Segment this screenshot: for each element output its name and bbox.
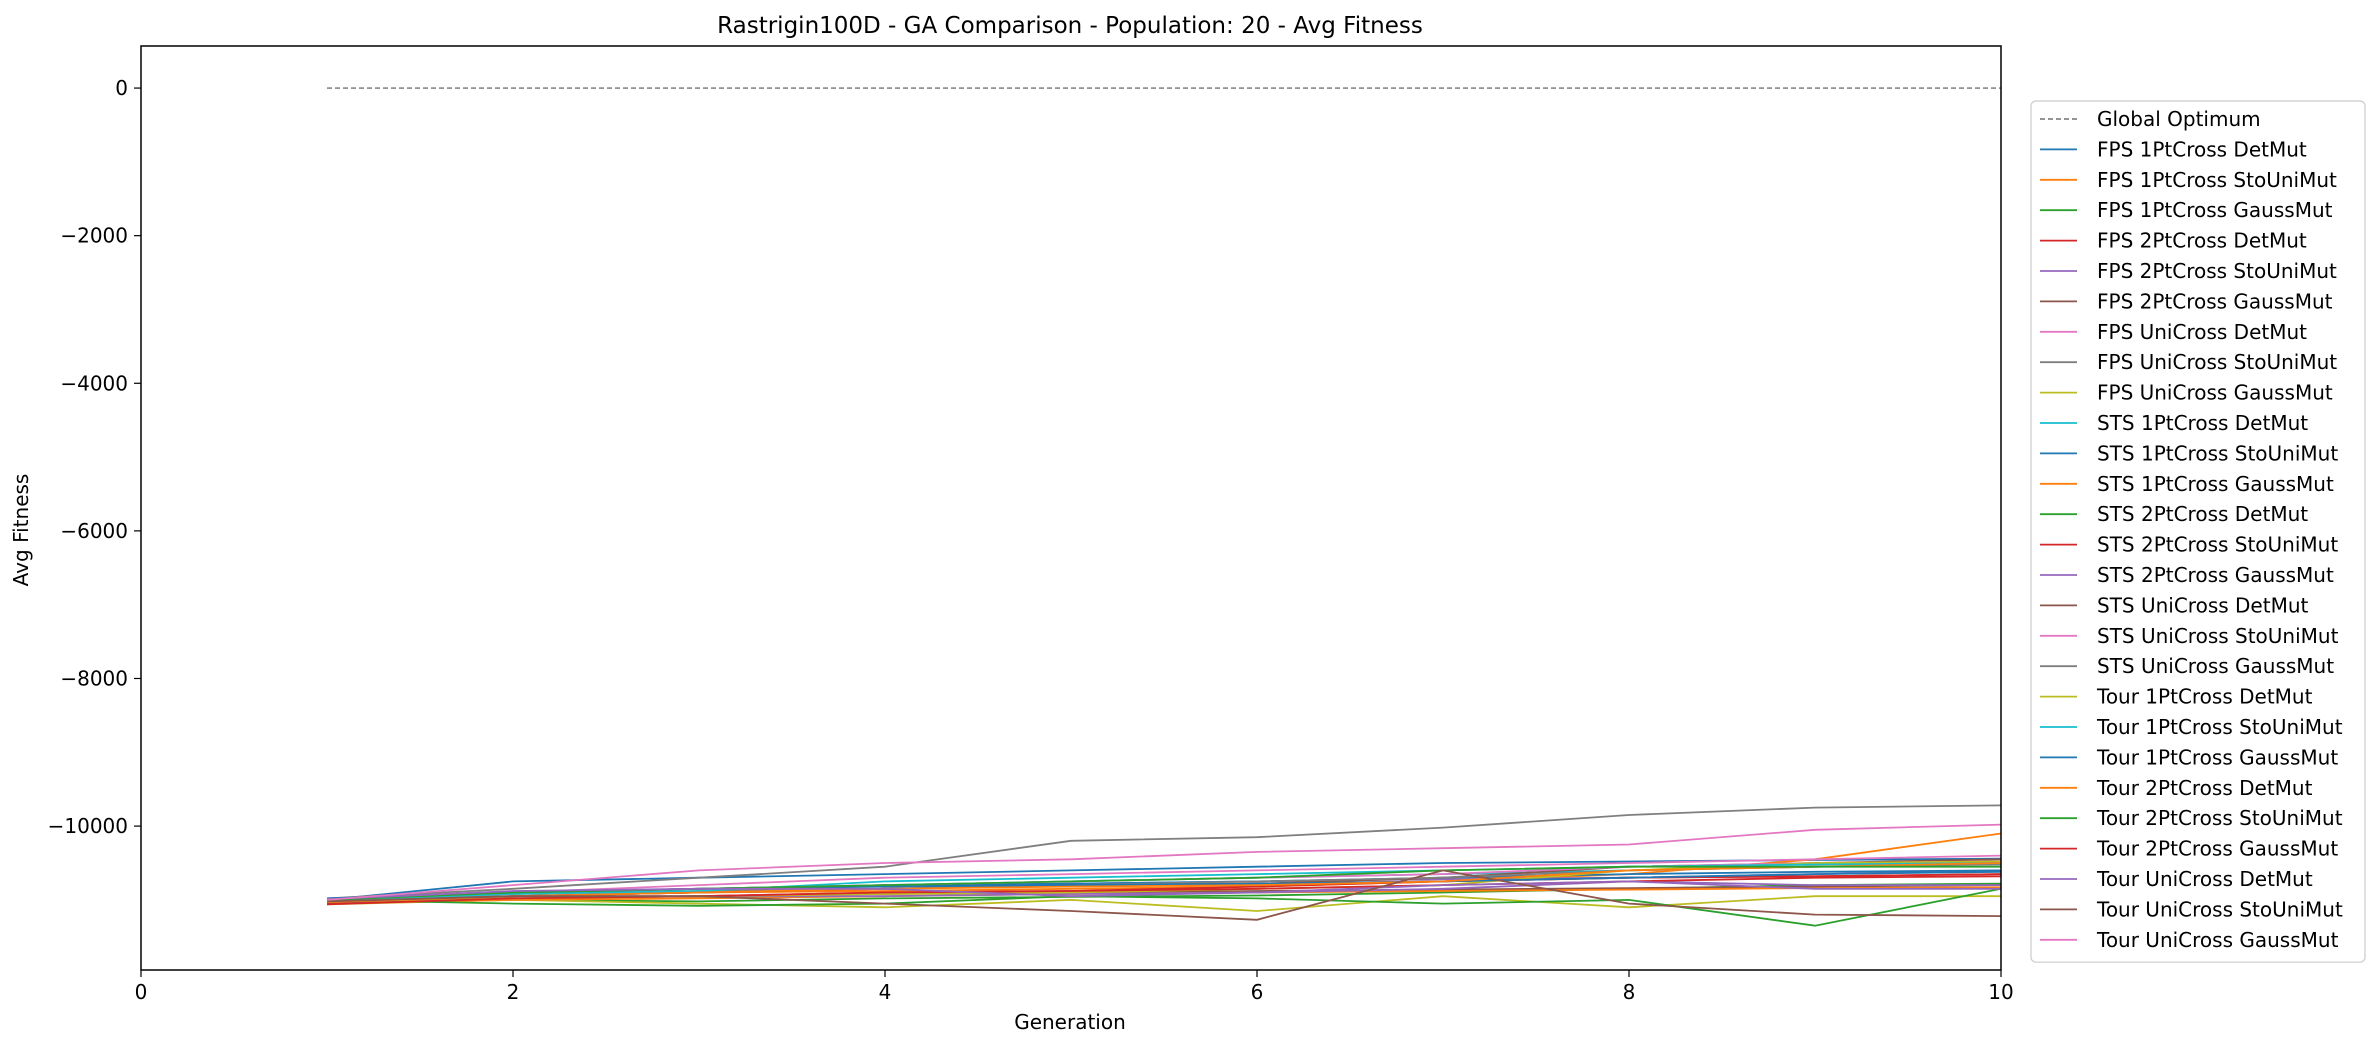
x-axis-label: Generation bbox=[1014, 1010, 1126, 1034]
legend-label: FPS UniCross StoUniMut bbox=[2097, 350, 2337, 374]
legend-label: STS 2PtCross DetMut bbox=[2097, 502, 2308, 526]
x-tick-label: 4 bbox=[879, 980, 892, 1004]
x-axis: 0 2 4 6 8 10 bbox=[135, 970, 2014, 1004]
y-axis: 0 −2000 −4000 −6000 −8000 −10000 bbox=[48, 76, 141, 838]
series-line bbox=[326, 887, 2002, 927]
x-tick-label: 2 bbox=[507, 980, 520, 1004]
series-line bbox=[326, 854, 2002, 901]
y-tick-label: 0 bbox=[115, 76, 128, 100]
y-axis-label: Avg Fitness bbox=[9, 474, 33, 587]
legend-label: STS 1PtCross StoUniMut bbox=[2097, 441, 2338, 465]
legend-label: STS UniCross StoUniMut bbox=[2097, 624, 2339, 648]
legend-label: STS 1PtCross GaussMut bbox=[2097, 472, 2334, 496]
legend-label: STS UniCross DetMut bbox=[2097, 593, 2308, 617]
legend-label: Tour UniCross GaussMut bbox=[2096, 928, 2339, 952]
y-tick-label: −6000 bbox=[60, 519, 128, 543]
y-tick-label: −10000 bbox=[48, 814, 128, 838]
legend-label: FPS 2PtCross DetMut bbox=[2097, 229, 2307, 253]
series-line bbox=[326, 862, 2002, 903]
legend-label: FPS 1PtCross StoUniMut bbox=[2097, 168, 2337, 192]
x-tick-label: 0 bbox=[135, 980, 148, 1004]
legend: Global Optimum FPS 1PtCross DetMut FPS 1Pt… bbox=[2030, 100, 2366, 963]
legend-label: FPS 2PtCross GaussMut bbox=[2097, 289, 2333, 313]
legend-label: STS 1PtCross DetMut bbox=[2097, 411, 2308, 435]
legend-label: STS 2PtCross GaussMut bbox=[2097, 563, 2334, 587]
legend-label: FPS 2PtCross StoUniMut bbox=[2097, 259, 2337, 283]
legend-label: Tour 1PtCross StoUniMut bbox=[2096, 715, 2343, 739]
legend-label: FPS UniCross DetMut bbox=[2097, 320, 2307, 344]
series-line bbox=[326, 880, 2001, 901]
legend-label: Tour UniCross DetMut bbox=[2096, 867, 2313, 891]
x-tick-label: 8 bbox=[1623, 980, 1636, 1004]
legend-label: Tour 2PtCross GaussMut bbox=[2096, 837, 2338, 861]
legend-label: Tour UniCross StoUniMut bbox=[2096, 897, 2343, 921]
legend-label: FPS 1PtCross GaussMut bbox=[2097, 198, 2333, 222]
series-line bbox=[326, 862, 2002, 901]
plot-lines bbox=[326, 87, 2002, 927]
y-tick-label: −4000 bbox=[60, 371, 128, 395]
chart-title: Rastrigin100D - GA Comparison - Populati… bbox=[717, 13, 1423, 39]
legend-box bbox=[2030, 100, 2366, 963]
plot-frame bbox=[140, 45, 2002, 971]
legend-label: Global Optimum bbox=[2097, 107, 2261, 131]
y-tick-label: −8000 bbox=[60, 666, 128, 690]
legend-label: FPS 1PtCross DetMut bbox=[2097, 137, 2307, 161]
series-line bbox=[326, 823, 2002, 901]
legend-label: Tour 1PtCross GaussMut bbox=[2096, 745, 2338, 769]
series-line bbox=[326, 895, 2001, 912]
x-tick-label: 10 bbox=[1988, 980, 2013, 1004]
legend-label: STS UniCross GaussMut bbox=[2097, 654, 2334, 678]
legend-label: Tour 2PtCross StoUniMut bbox=[2096, 806, 2343, 830]
legend-label: FPS UniCross GaussMut bbox=[2097, 381, 2333, 405]
legend-label: STS 2PtCross StoUniMut bbox=[2097, 533, 2338, 557]
legend-label: Tour 2PtCross DetMut bbox=[2096, 776, 2313, 800]
x-tick-label: 6 bbox=[1251, 980, 1264, 1004]
series-line bbox=[326, 875, 2002, 906]
y-tick-label: −2000 bbox=[60, 224, 128, 248]
legend-label: Tour 1PtCross DetMut bbox=[2096, 685, 2313, 709]
series-line bbox=[326, 869, 2002, 921]
series-line bbox=[326, 804, 2002, 900]
